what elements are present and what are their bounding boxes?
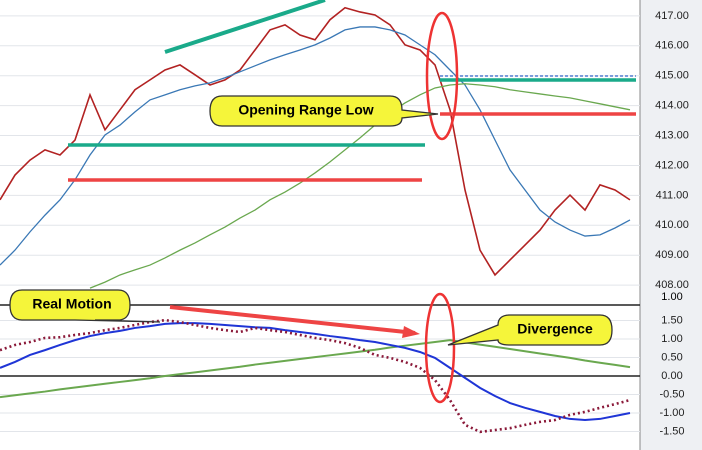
y-tick-label: 413.00 — [655, 129, 689, 141]
series-line — [0, 322, 631, 422]
y-tick-label: 1.50 — [661, 314, 682, 326]
trend-arrow — [169, 305, 416, 335]
y-tick-label: 1.00 — [661, 333, 682, 345]
y-tick-label: 409.00 — [655, 249, 689, 261]
annotation-layer: Opening Range Low Real Motion Divergence… — [9, 0, 683, 404]
y-tick-label: 408.00 — [655, 279, 689, 291]
annotation: Opening Range Low — [238, 102, 373, 118]
annotation: Divergence — [517, 321, 593, 337]
callout — [447, 314, 613, 346]
series-line — [0, 318, 631, 434]
y-tick-label: 411.00 — [656, 189, 689, 201]
annotation: Real Motion — [32, 296, 111, 312]
axis-panel — [640, 0, 702, 450]
callout — [209, 95, 439, 127]
arrow-head — [402, 326, 420, 338]
y-tick-label: -1.50 — [659, 425, 684, 437]
callout — [9, 289, 161, 323]
y-tick-label: 1.00 — [661, 291, 682, 303]
trend-line — [164, 0, 326, 54]
series-line — [0, 339, 631, 399]
y-tick-label: 414.00 — [655, 100, 689, 112]
y-tick-label: 0.50 — [661, 351, 682, 363]
series-line — [89, 83, 631, 289]
y-tick-label: 0.00 — [661, 370, 682, 382]
y-tick-label: 412.00 — [655, 159, 689, 171]
highlight-ellipse — [425, 11, 459, 141]
y-tick-label: -0.50 — [659, 388, 684, 400]
y-tick-label: 410.00 — [655, 219, 689, 231]
y-tick-label: 415.00 — [655, 70, 689, 82]
y-tick-label: -1.00 — [659, 407, 684, 419]
y-tick-label: 417.00 — [655, 10, 689, 22]
series-line — [0, 26, 631, 266]
highlight-ellipse — [424, 292, 456, 404]
series-line — [0, 6, 631, 277]
y-tick-label: 416.00 — [655, 40, 689, 52]
